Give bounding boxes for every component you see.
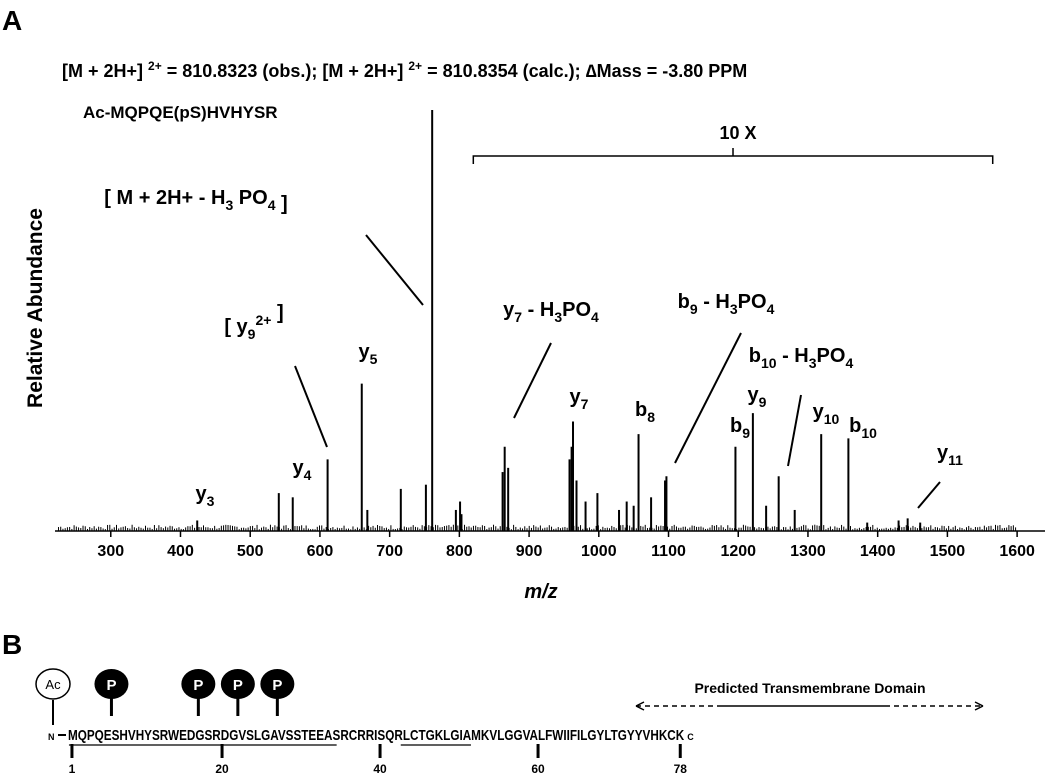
phospho-icon [181, 669, 216, 699]
acetyl-label: Ac [45, 677, 61, 692]
x-ticks: 300 400 500 600 700 800 900 1000 1100 1200 1300 140… [97, 531, 1035, 560]
peak-annotation: [ y92+ ] [224, 302, 283, 342]
x-tick-label: 1200 [720, 543, 756, 560]
leader-line [674, 332, 742, 464]
panel-a-label: A [2, 5, 22, 36]
n-terminus: N [48, 732, 55, 742]
panel-b-label: B [2, 629, 22, 660]
peak-annotation: y5 [359, 341, 378, 367]
y-axis-label: Relative Abundance [24, 208, 47, 408]
leader-line [513, 342, 552, 419]
peaks-group [57, 110, 1017, 531]
residue-number: 40 [373, 762, 387, 776]
x-tick-label: 400 [167, 543, 194, 560]
tm-arrowhead-right [974, 701, 984, 711]
leader-line [917, 481, 941, 509]
acetyl-icon [35, 668, 71, 700]
x-tick-label: 1400 [860, 543, 896, 560]
x-tick-label: 1500 [930, 543, 966, 560]
phospho-label: P [193, 677, 203, 694]
residue-number: 20 [215, 762, 229, 776]
peak-annotation: b9 [730, 415, 750, 441]
x-tick-label: 1600 [999, 543, 1035, 560]
x-tick-label: 600 [307, 543, 334, 560]
tm-arrowhead-left [635, 701, 645, 711]
peak-annotation: y7 [570, 386, 589, 412]
c-terminus: C [687, 732, 694, 742]
x-tick-label: 800 [446, 543, 473, 560]
leader-line [787, 394, 802, 467]
phospho-label: P [106, 677, 116, 694]
annotation-leaders [294, 234, 941, 509]
peak-annotation: y7 - H3PO4 [503, 299, 599, 325]
x-axis-label: m/z [524, 581, 557, 603]
x-tick-label: 500 [237, 543, 264, 560]
zoom-label: 10 X [719, 123, 756, 143]
peak-annotation: y10 [813, 401, 840, 427]
x-tick-label: 1000 [581, 543, 617, 560]
mass-accuracy-line: [M + 2H+] 2+ = 810.8323 (obs.); [M + 2H+… [62, 54, 747, 81]
peak-annotation: [ M + 2H+ - H3 PO4 ] [104, 187, 287, 215]
leader-line [365, 234, 424, 306]
peak-annotation: b10 - H3PO4 [749, 345, 854, 371]
tm-domain-label: Predicted Transmembrane Domain [694, 680, 925, 696]
residue-number: 60 [531, 762, 545, 776]
phospho-icon [260, 669, 295, 699]
phospho-label: P [233, 677, 243, 694]
peak-annotation: y3 [196, 483, 215, 509]
x-tick-label: 1300 [790, 543, 826, 560]
residue-number: 1 [69, 762, 76, 776]
peak-annotation: b8 [635, 399, 655, 425]
peak-annotation: b10 [849, 415, 877, 441]
peak-annotation: y9 [748, 384, 767, 410]
leader-line [294, 365, 328, 448]
x-tick-label: 900 [516, 543, 543, 560]
zoom-bracket [472, 148, 994, 164]
residue-number: 78 [674, 762, 688, 776]
protein-sequence: MQPQESHVHYSRWEDGSRDGVSLGAVSSTEEASRCRRISQ… [68, 727, 684, 744]
phospho-icon [94, 669, 129, 699]
x-tick-label: 1100 [651, 543, 686, 560]
peak-annotation: y4 [293, 457, 312, 483]
annotation-labels: y3 y4 [ y92+ ] y5 [ M + 2H+ - H3 PO4 ] y7 - H… [104, 187, 963, 509]
phospho-label: P [272, 677, 282, 694]
x-tick-label: 300 [97, 543, 124, 560]
peak-annotation: y11 [937, 442, 963, 468]
sequence-map: MQPQESHVHYSRWEDGSRDGVSLGAVSSTEEASRCRRISQ… [35, 668, 984, 776]
phospho-icon [220, 669, 255, 699]
x-tick-label: 700 [376, 543, 403, 560]
peptide-sequence: Ac-MQPQE(pS)HVHYSR [83, 103, 278, 122]
peak-annotation: b9 - H3PO4 [678, 291, 775, 317]
